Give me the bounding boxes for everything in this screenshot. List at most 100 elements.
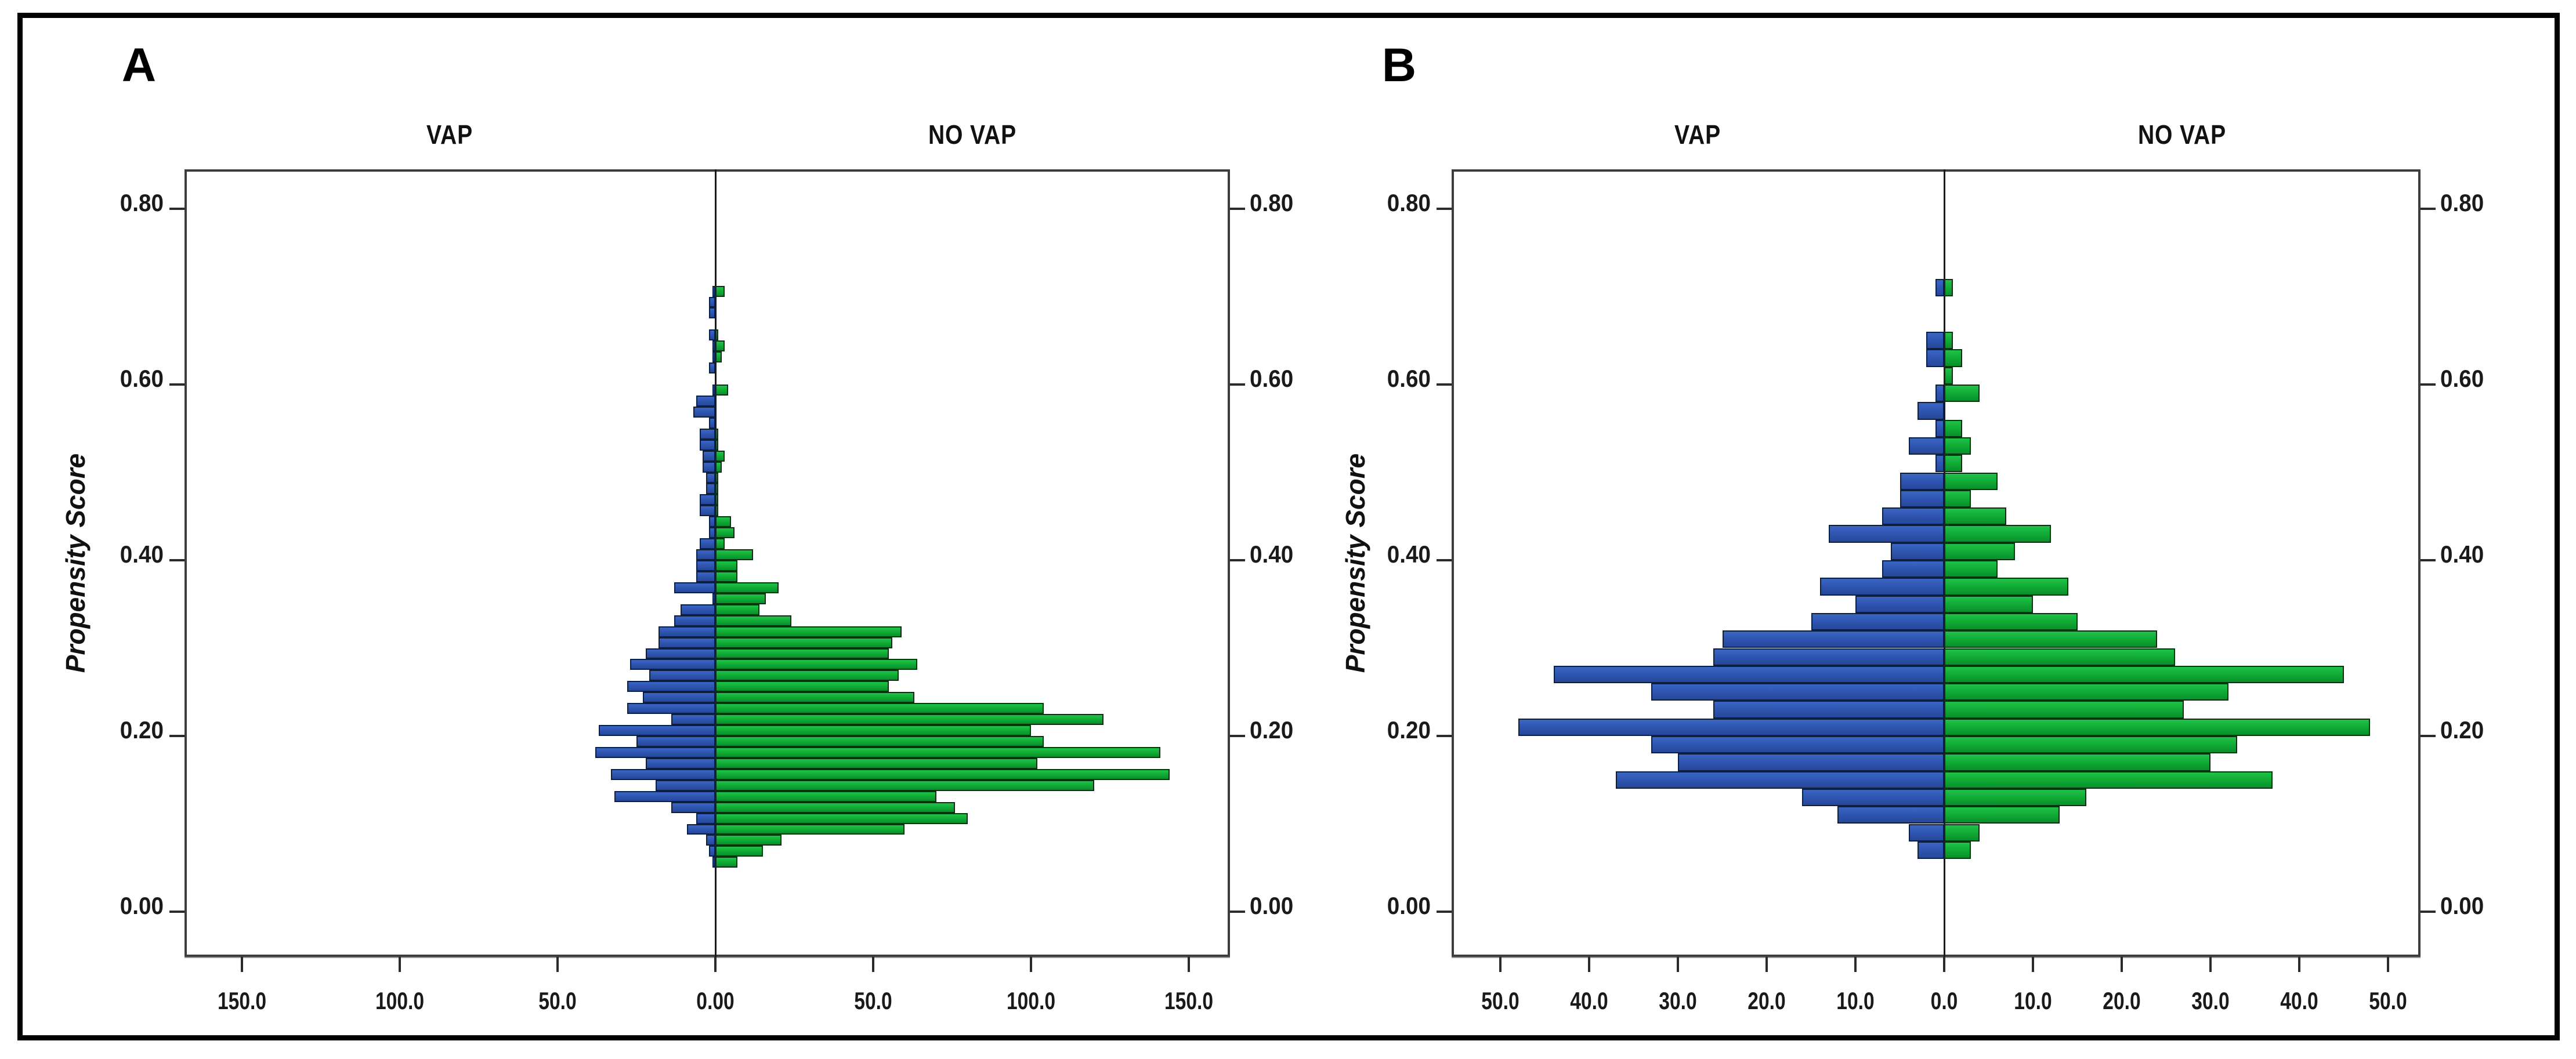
vap-bar: [1855, 595, 1944, 613]
vap-bar: [1678, 753, 1944, 771]
x-tick-label: 30.0: [1659, 987, 1697, 1014]
no-vap-bar: [1944, 455, 1962, 473]
vap-bar: [696, 549, 715, 560]
x-tick-mark: [2298, 957, 2300, 972]
vap-bar: [627, 703, 715, 715]
panel-b-label: B: [1381, 39, 1417, 92]
vap-bar: [712, 340, 715, 352]
y-tick-mark-left: [1437, 559, 1452, 561]
no-vap-bar: [1944, 701, 2184, 719]
y-tick-mark-right: [2421, 735, 2436, 737]
vap-bar: [699, 505, 715, 517]
no-vap-bar: [1944, 472, 1998, 490]
y-tick-mark-left: [169, 911, 184, 913]
y-tick-mark-left: [1437, 911, 1452, 913]
x-tick-label: 50.0: [538, 987, 577, 1014]
vap-bar: [1722, 630, 1944, 648]
no-vap-bar: [715, 527, 735, 539]
vap-bar: [709, 516, 715, 528]
vap-bar: [1908, 824, 1944, 842]
no-vap-bar: [715, 746, 1161, 758]
y-tick-mark-left: [169, 383, 184, 386]
y-tick-mark-left: [1437, 735, 1452, 737]
vap-bar: [598, 725, 715, 736]
no-vap-bar: [1944, 824, 1980, 842]
vap-bar: [1926, 332, 1944, 350]
vap-bar: [699, 538, 715, 550]
vap-bar: [1829, 525, 1944, 543]
vap-bar: [1713, 648, 1944, 666]
x-tick-mark: [2209, 957, 2212, 972]
y-tick-label-left: 0.00: [120, 892, 164, 920]
group-title-novap-b-text: NO VAP: [2137, 119, 2227, 150]
vap-bar: [1926, 349, 1944, 367]
vap-bar: [712, 285, 715, 297]
y-tick-label-right: 0.60: [1250, 365, 1294, 393]
vap-bar: [659, 637, 715, 648]
no-vap-bar: [1944, 385, 1980, 402]
vap-bar: [709, 362, 715, 374]
vap-bar: [696, 395, 715, 407]
x-tick-label: 100.0: [375, 987, 425, 1014]
no-vap-bar: [715, 757, 1037, 769]
vap-bar: [709, 527, 715, 539]
vap-bar: [1935, 279, 1944, 297]
no-vap-bar: [1944, 367, 1953, 385]
no-vap-bar: [715, 571, 738, 582]
x-tick-mark: [1765, 957, 1768, 972]
vap-bar: [674, 582, 715, 593]
no-vap-bar: [715, 472, 719, 484]
y-tick-label-right: 0.20: [2440, 716, 2484, 744]
vap-bar: [696, 560, 715, 571]
x-tick-mark: [556, 957, 559, 972]
no-vap-bar: [1944, 542, 2016, 560]
no-vap-bar: [715, 637, 892, 648]
y-tick-label-left: 0.60: [120, 365, 164, 393]
no-vap-bar: [715, 779, 1094, 791]
vap-bar: [709, 307, 715, 319]
group-title-novap-a: NO VAP: [921, 119, 1025, 150]
no-vap-bar: [715, 560, 738, 571]
vap-bar: [611, 768, 715, 780]
no-vap-bar: [1944, 507, 2007, 525]
no-vap-bar: [715, 461, 722, 473]
no-vap-bar: [715, 703, 1044, 715]
vap-bar: [636, 736, 715, 747]
no-vap-bar: [715, 714, 1104, 726]
x-tick-mark: [714, 957, 717, 972]
no-vap-bar: [715, 626, 902, 637]
no-vap-bar: [715, 736, 1044, 747]
x-tick-mark: [2032, 957, 2034, 972]
no-vap-bar: [1944, 683, 2228, 701]
vap-bar: [1900, 472, 1944, 490]
no-vap-bar: [715, 692, 914, 703]
y-tick-mark-right: [1230, 559, 1245, 561]
x-tick-label: 40.0: [2280, 987, 2318, 1014]
no-vap-bar: [1944, 788, 2086, 807]
x-tick-mark: [2387, 957, 2389, 972]
group-title-novap-a-text: NO VAP: [928, 119, 1017, 150]
x-tick-mark: [1677, 957, 1679, 972]
no-vap-bar: [715, 582, 779, 593]
x-tick-mark: [1588, 957, 1590, 972]
vap-bar: [1811, 612, 1944, 631]
no-vap-bar: [715, 857, 738, 868]
vap-bar: [671, 801, 715, 813]
y-tick-label-right: 0.00: [2440, 892, 2484, 920]
vap-bar: [1651, 736, 1944, 754]
vap-bar: [1917, 841, 1944, 859]
no-vap-bar: [1944, 349, 1962, 367]
vap-bar: [712, 385, 715, 396]
vap-bar: [674, 615, 715, 626]
no-vap-bar: [715, 340, 725, 352]
x-tick-mark: [1499, 957, 1502, 972]
y-tick-label-left: 0.80: [120, 189, 164, 217]
y-tick-label-right: 0.80: [2440, 189, 2484, 217]
no-vap-bar: [715, 835, 782, 846]
x-tick-label: 20.0: [2103, 987, 2141, 1014]
vap-bar: [703, 461, 715, 473]
y-tick-mark-right: [1230, 208, 1245, 210]
y-tick-mark-left: [1437, 383, 1452, 386]
vap-bar: [646, 757, 715, 769]
